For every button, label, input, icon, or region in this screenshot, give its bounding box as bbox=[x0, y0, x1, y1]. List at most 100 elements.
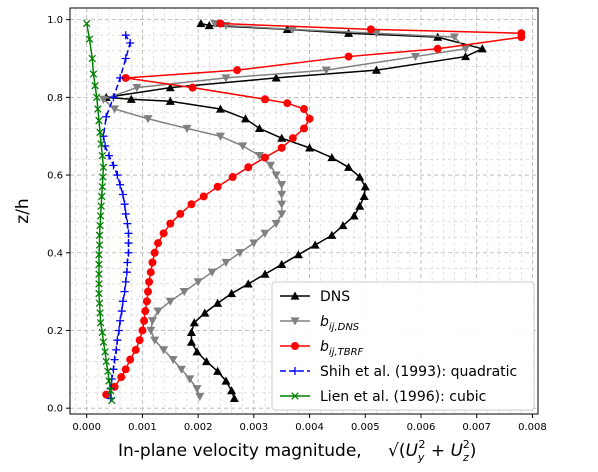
data-point bbox=[449, 33, 459, 42]
data-point bbox=[109, 161, 118, 170]
x-tick-label: 0.000 bbox=[72, 422, 101, 433]
data-point bbox=[124, 229, 133, 238]
x-tick-label: 0.005 bbox=[351, 422, 380, 433]
series-2 bbox=[102, 19, 526, 399]
data-point bbox=[260, 269, 270, 278]
data-point bbox=[95, 289, 103, 298]
data-point bbox=[144, 287, 152, 296]
data-point bbox=[261, 95, 269, 104]
data-point bbox=[112, 345, 121, 354]
data-point bbox=[126, 94, 136, 103]
data-point bbox=[95, 250, 103, 259]
data-point bbox=[327, 230, 337, 239]
legend-marker bbox=[290, 317, 300, 326]
data-point bbox=[92, 93, 101, 102]
x-tick-label: 0.002 bbox=[184, 422, 213, 433]
x-axis-label: In-plane velocity magnitude, √(Uy2 + Uz2… bbox=[118, 438, 476, 464]
data-point bbox=[185, 375, 195, 384]
data-point bbox=[123, 258, 132, 267]
data-point bbox=[305, 114, 314, 123]
data-point bbox=[150, 248, 159, 257]
data-point bbox=[221, 74, 231, 83]
data-point bbox=[215, 104, 225, 113]
data-point bbox=[95, 231, 104, 240]
data-point bbox=[277, 200, 287, 209]
data-point bbox=[116, 180, 125, 189]
data-point bbox=[121, 73, 130, 82]
data-point bbox=[115, 326, 124, 335]
data-point bbox=[176, 365, 186, 374]
data-point bbox=[116, 316, 125, 325]
data-point bbox=[132, 84, 142, 93]
data-point bbox=[145, 277, 154, 286]
data-point bbox=[344, 162, 354, 171]
data-point bbox=[188, 83, 197, 92]
data-point bbox=[288, 134, 297, 143]
data-point bbox=[109, 93, 118, 102]
data-point bbox=[277, 210, 287, 219]
data-point bbox=[140, 316, 149, 325]
y-tick-label: 0.8 bbox=[47, 93, 63, 104]
data-point bbox=[360, 182, 370, 191]
y-tick-label: 0.4 bbox=[47, 248, 63, 259]
data-point bbox=[113, 171, 122, 180]
x-tick-label: 0.008 bbox=[518, 422, 547, 433]
data-point bbox=[146, 268, 155, 277]
data-point bbox=[110, 355, 119, 364]
data-point bbox=[182, 124, 192, 133]
data-point bbox=[176, 209, 185, 218]
data-point bbox=[121, 277, 130, 286]
data-point bbox=[344, 28, 354, 37]
data-point bbox=[327, 153, 337, 162]
data-point bbox=[122, 268, 131, 277]
data-point bbox=[95, 280, 103, 288]
data-point bbox=[118, 297, 127, 306]
data-point bbox=[271, 73, 281, 82]
data-point bbox=[410, 52, 420, 62]
legend-marker bbox=[291, 392, 299, 400]
data-point bbox=[95, 299, 104, 308]
data-point bbox=[243, 279, 253, 288]
data-point bbox=[165, 297, 175, 306]
data-point bbox=[189, 318, 199, 327]
y-tick-label: 0.6 bbox=[47, 171, 63, 182]
data-point bbox=[213, 298, 223, 307]
data-point bbox=[117, 307, 126, 316]
data-point bbox=[517, 29, 526, 38]
data-point bbox=[97, 140, 105, 148]
data-point bbox=[229, 393, 239, 403]
data-point bbox=[266, 161, 276, 170]
data-point bbox=[199, 192, 208, 201]
series-4 bbox=[82, 19, 116, 405]
legend-item: DNS bbox=[280, 289, 350, 305]
data-point bbox=[153, 307, 163, 316]
data-point bbox=[254, 152, 264, 161]
data-point bbox=[116, 73, 125, 82]
data-point bbox=[108, 396, 116, 405]
legend-marker bbox=[291, 367, 299, 375]
data-point bbox=[293, 250, 303, 259]
legend: DNS bij,DNS bij,TBRF Shih et al. (1993): qu… bbox=[271, 281, 535, 411]
data-point bbox=[96, 221, 104, 230]
data-point bbox=[98, 95, 108, 104]
data-point bbox=[355, 172, 365, 181]
data-point bbox=[238, 142, 248, 151]
data-point bbox=[300, 105, 308, 114]
data-point bbox=[300, 124, 308, 133]
data-point bbox=[85, 35, 94, 43]
data-point bbox=[192, 385, 202, 394]
data-point bbox=[477, 44, 487, 53]
data-point bbox=[91, 81, 99, 90]
data-point bbox=[359, 191, 369, 201]
data-point bbox=[97, 192, 106, 201]
data-point bbox=[249, 239, 259, 248]
data-point bbox=[195, 392, 205, 402]
y-axis-label: z/h bbox=[13, 198, 33, 223]
data-point bbox=[95, 270, 103, 278]
data-point bbox=[366, 25, 375, 34]
x-tick-label: 0.003 bbox=[240, 422, 269, 433]
data-point bbox=[227, 386, 237, 395]
x-tick-label: 0.007 bbox=[462, 422, 491, 433]
data-point bbox=[165, 83, 175, 92]
data-point bbox=[101, 348, 109, 356]
